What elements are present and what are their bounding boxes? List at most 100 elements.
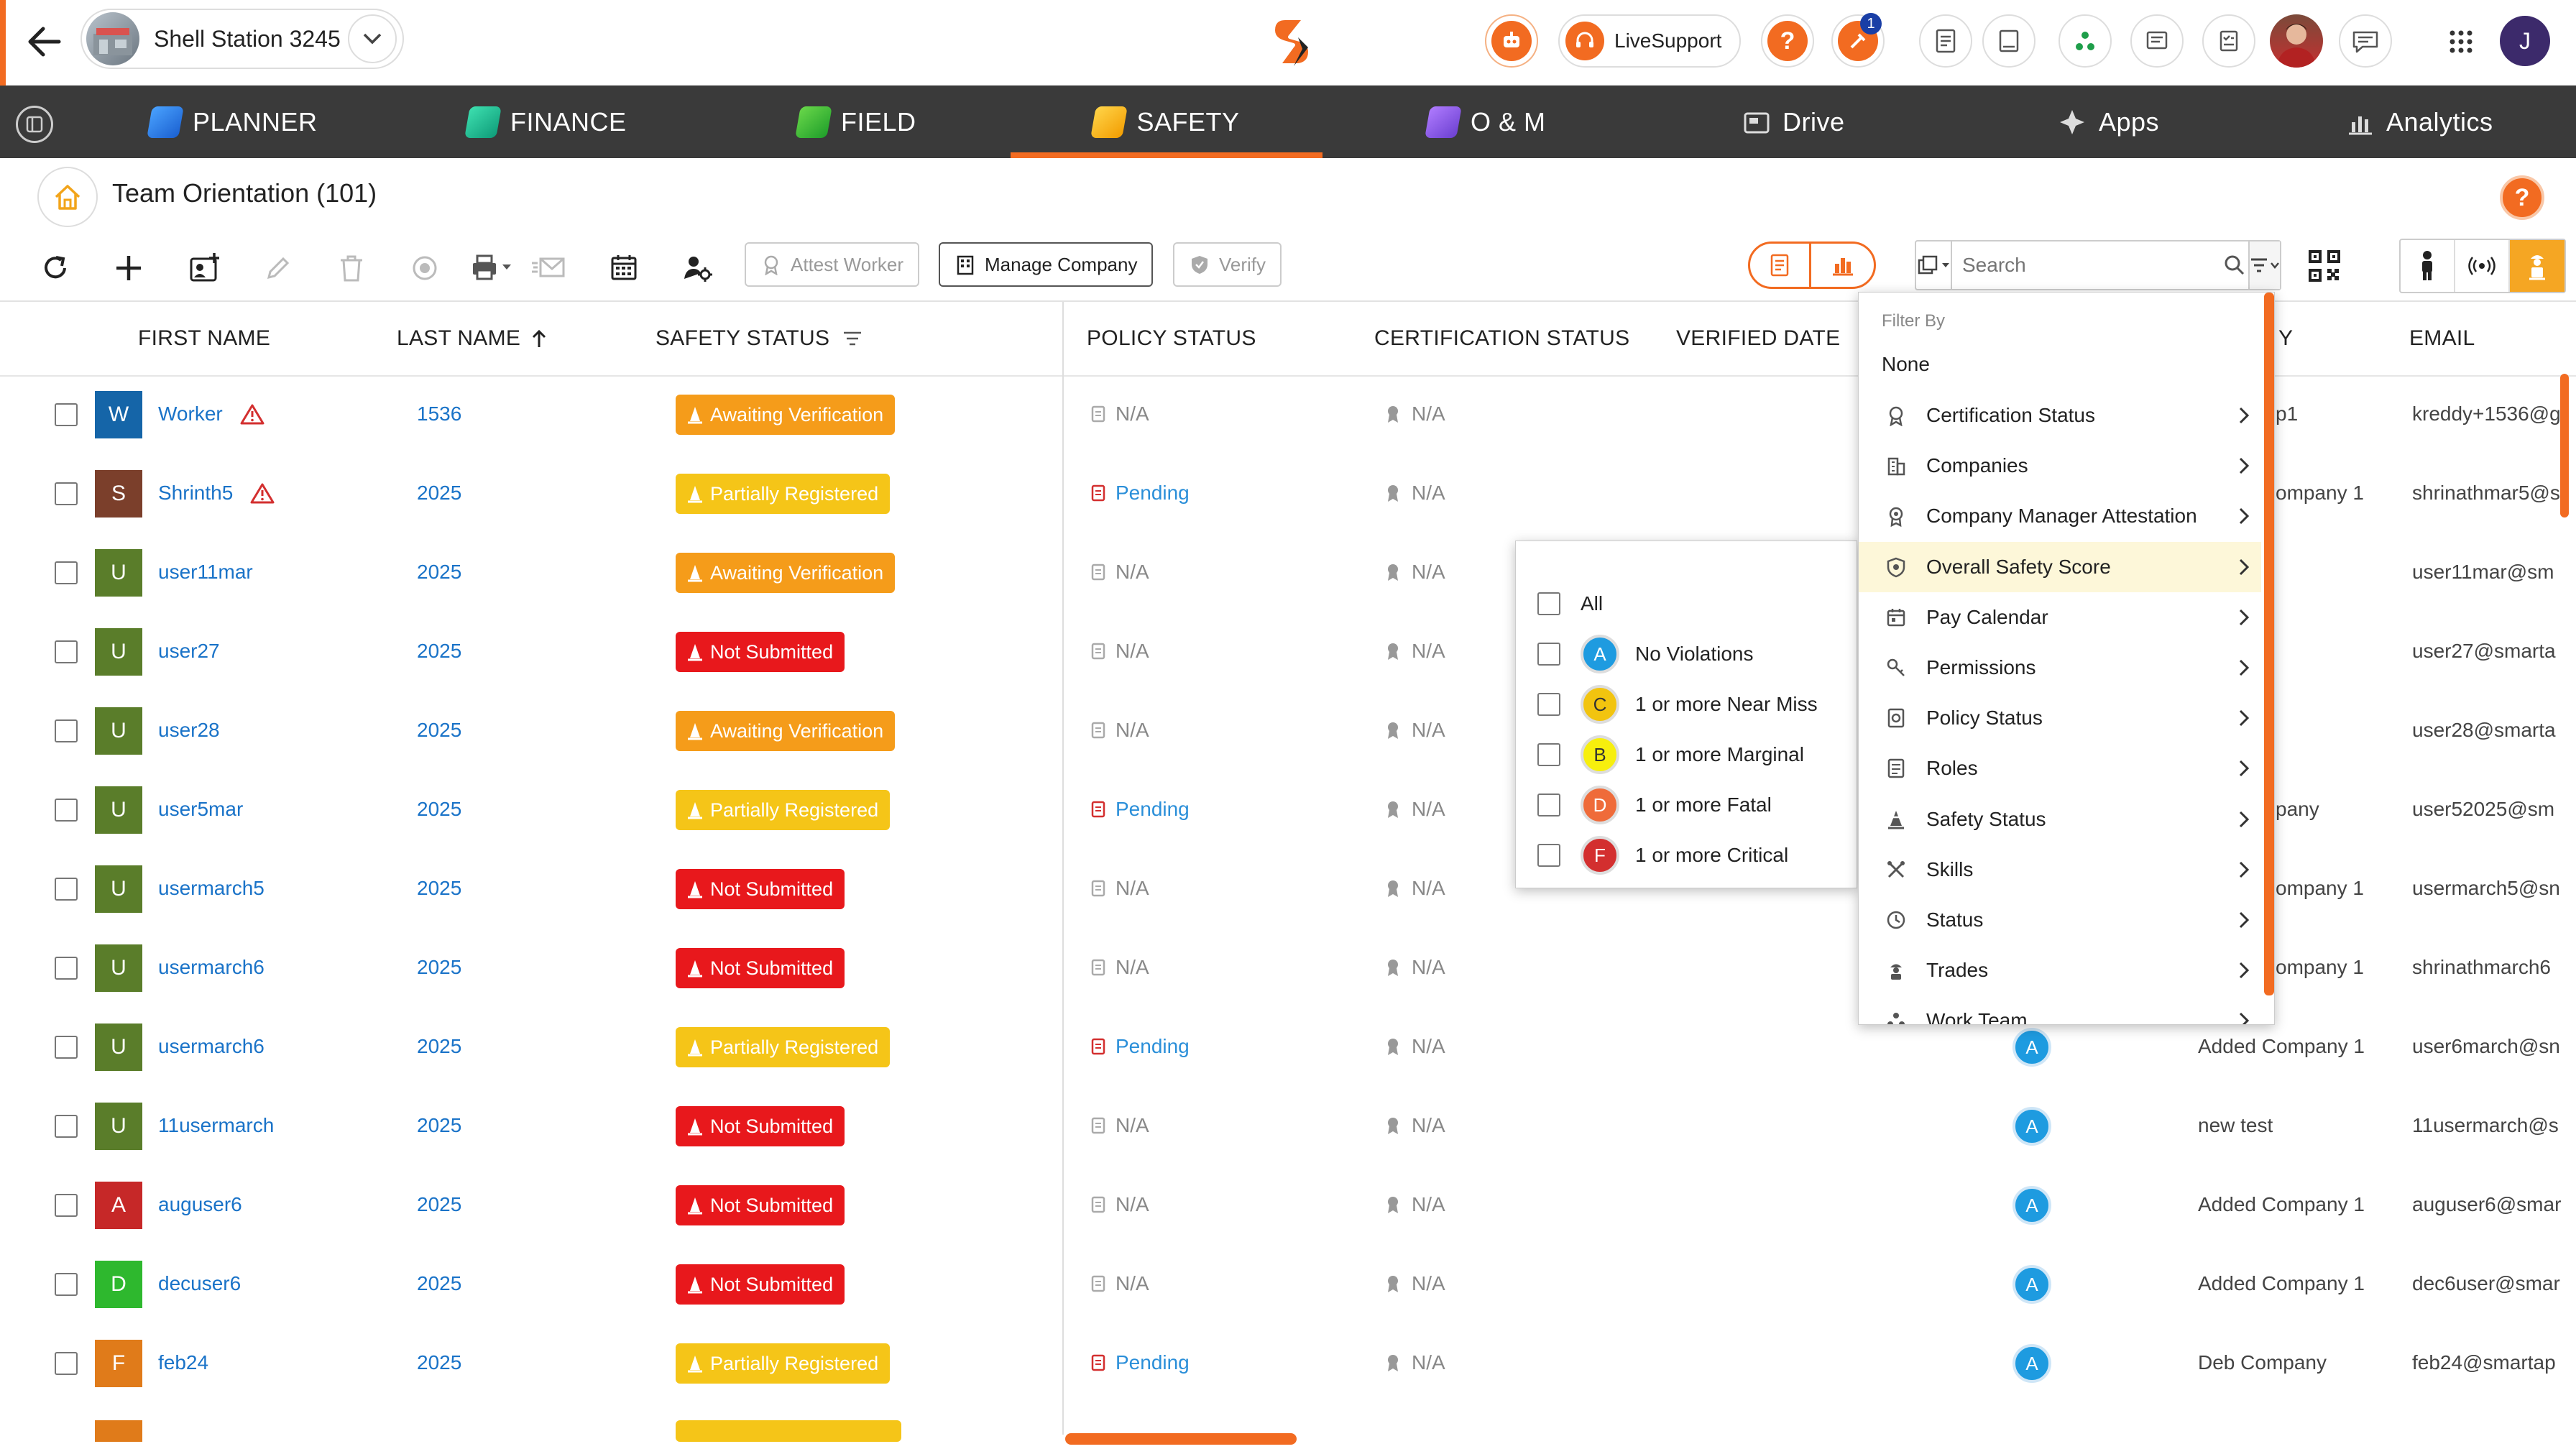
row-checkbox[interactable]: [55, 1194, 78, 1217]
filter-item-pay-calendar[interactable]: Pay Calendar: [1859, 592, 2261, 643]
first-name-link[interactable]: user27: [158, 640, 220, 663]
live-support-button[interactable]: LiveSupport: [1558, 14, 1741, 68]
policy-status[interactable]: Pending: [1091, 1351, 1190, 1374]
nav-safety[interactable]: SAFETY: [1011, 86, 1322, 158]
reports-icon[interactable]: [1919, 14, 1972, 68]
filter-item-company-manager-attestation[interactable]: Company Manager Attestation: [1859, 491, 2261, 541]
filter-menu-scrollbar[interactable]: [2264, 293, 2274, 995]
safety-status-badge[interactable]: Partially Registered: [676, 790, 891, 830]
filter-item-policy-status[interactable]: Policy Status: [1859, 693, 2261, 743]
tasks-icon[interactable]: [2202, 14, 2255, 68]
last-name-link[interactable]: 2025: [417, 561, 462, 583]
chat-icon[interactable]: [2339, 14, 2392, 68]
nav-analytics[interactable]: Analytics: [2346, 86, 2493, 158]
nav-planner[interactable]: PLANNER: [147, 86, 318, 158]
column-company[interactable]: Y: [2278, 326, 2294, 350]
safety-score-circle[interactable]: A: [2012, 1344, 2051, 1383]
safety-status-badge[interactable]: Awaiting Verification: [676, 395, 896, 435]
filter-item-safety-status[interactable]: Safety Status: [1859, 794, 2261, 845]
safety-status-badge[interactable]: Awaiting Verification: [676, 711, 896, 751]
last-name-link[interactable]: 2025: [417, 482, 462, 504]
column-email[interactable]: EMAIL: [2409, 326, 2475, 350]
last-name-link[interactable]: 2025: [417, 1035, 462, 1057]
row-checkbox[interactable]: [55, 1273, 78, 1296]
filter-item-roles[interactable]: Roles: [1859, 743, 2261, 794]
score-option-c[interactable]: C 1 or more Near Miss: [1537, 679, 1818, 730]
user-photo-avatar[interactable]: [2270, 14, 2323, 68]
last-name-link[interactable]: 2025: [417, 877, 462, 899]
page-help-icon[interactable]: ?: [2500, 175, 2544, 220]
last-name-link[interactable]: 2025: [417, 1351, 462, 1374]
first-name-link[interactable]: Worker: [158, 402, 264, 426]
chart-view-icon[interactable]: [1811, 244, 1874, 287]
add-icon[interactable]: [114, 253, 144, 283]
search-icon[interactable]: [2222, 242, 2248, 289]
safety-status-badge[interactable]: Not Submitted: [676, 869, 845, 909]
row-checkbox[interactable]: [55, 482, 78, 505]
last-name-link[interactable]: 2025: [417, 1114, 462, 1136]
first-name-link[interactable]: usermarch5: [158, 877, 264, 900]
calendar-icon[interactable]: [610, 253, 638, 282]
safety-status-badge[interactable]: Not Submitted: [676, 632, 845, 672]
nav-om[interactable]: O & M: [1425, 86, 1546, 158]
qr-code-icon[interactable]: [2307, 249, 2342, 283]
first-name-link[interactable]: 11usermarch: [158, 1114, 274, 1137]
safety-score-circle[interactable]: A: [2012, 1107, 2051, 1146]
score-option-b[interactable]: B 1 or more Marginal: [1537, 730, 1804, 780]
checkbox[interactable]: [1537, 643, 1560, 666]
user-avatar[interactable]: J: [2500, 16, 2550, 66]
column-safety-status[interactable]: SAFETY STATUS: [656, 326, 862, 351]
score-option-a[interactable]: A No Violations: [1537, 629, 1753, 679]
safety-status-badge[interactable]: Partially Registered: [676, 1027, 891, 1067]
vertical-scrollbar[interactable]: [2560, 374, 2569, 518]
safety-status-badge[interactable]: Awaiting Verification: [676, 553, 896, 593]
safety-score-circle[interactable]: A: [2012, 1265, 2051, 1304]
person-icon[interactable]: [2401, 240, 2455, 292]
user-settings-icon[interactable]: [683, 253, 713, 283]
print-icon[interactable]: [470, 253, 512, 282]
column-last-name[interactable]: LAST NAME: [397, 326, 548, 351]
first-name-link[interactable]: usermarch6: [158, 1035, 264, 1058]
checkbox[interactable]: [1537, 743, 1560, 766]
filter-none-option[interactable]: None: [1882, 353, 1930, 375]
safety-status-badge[interactable]: Not Submitted: [676, 1185, 845, 1225]
sidebar-toggle-icon[interactable]: [16, 106, 53, 143]
broadcast-icon[interactable]: [2455, 240, 2510, 292]
checkbox[interactable]: [1537, 844, 1560, 867]
checkbox[interactable]: [1537, 592, 1560, 615]
documents-icon[interactable]: [1982, 14, 2036, 68]
first-name-link[interactable]: user28: [158, 719, 220, 742]
safety-status-badge[interactable]: Partially Registered: [676, 1343, 891, 1384]
row-checkbox[interactable]: [55, 878, 78, 901]
first-name-link[interactable]: usermarch6: [158, 956, 264, 979]
safety-score-circle[interactable]: A: [2012, 1028, 2051, 1067]
chevron-down-icon[interactable]: [348, 14, 397, 63]
row-checkbox[interactable]: [55, 561, 78, 584]
filter-item-status[interactable]: Status: [1859, 895, 2261, 945]
checkbox[interactable]: [1537, 693, 1560, 716]
bot-icon[interactable]: [1485, 14, 1538, 68]
row-checkbox[interactable]: [55, 1352, 78, 1375]
refresh-icon[interactable]: [40, 253, 70, 283]
search-input[interactable]: [1952, 242, 2222, 289]
last-name-link[interactable]: 1536: [417, 402, 462, 425]
last-name-link[interactable]: 2025: [417, 719, 462, 741]
notifications-icon[interactable]: 1: [1831, 13, 1885, 68]
safety-status-badge[interactable]: Not Submitted: [676, 948, 845, 988]
horizontal-scrollbar[interactable]: [1065, 1433, 1297, 1445]
last-name-link[interactable]: 2025: [417, 1272, 462, 1294]
last-name-link[interactable]: 2025: [417, 956, 462, 978]
safety-status-badge[interactable]: Not Submitted: [676, 1264, 845, 1305]
back-arrow-icon[interactable]: [27, 26, 62, 58]
table-row[interactable]: S Shrinth5 2025 Partially Registered Pending…: [0, 454, 2576, 533]
search-scope-icon[interactable]: [1916, 242, 1952, 289]
row-checkbox[interactable]: [55, 957, 78, 980]
safety-status-badge[interactable]: Partially Registered: [676, 474, 891, 514]
